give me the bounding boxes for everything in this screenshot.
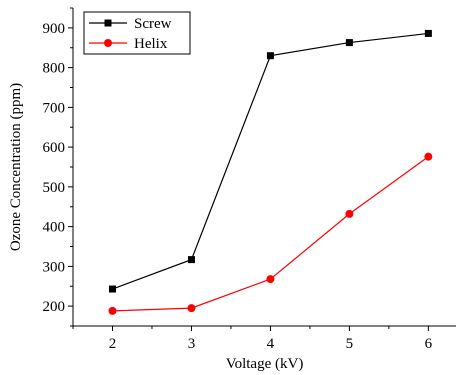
y-tick-label: 700 [43, 100, 66, 116]
data-point [424, 152, 433, 161]
y-tick-label: 500 [43, 180, 66, 196]
series-line [112, 32, 429, 290]
series-screw [108, 29, 432, 293]
legend-marker [104, 19, 112, 27]
x-axis-title: Voltage (kV) [226, 356, 304, 372]
y-tick-label: 400 [43, 220, 66, 236]
data-point [266, 275, 275, 284]
y-tick-label: 300 [43, 259, 66, 275]
legend-marker [104, 39, 112, 47]
data-point [424, 29, 432, 37]
legend-label: Helix [134, 36, 168, 52]
plot-axes: 2 3 4 5 6 200 300 400 500 600 700 800 900 [43, 7, 456, 352]
data-point [187, 304, 196, 313]
x-tick-label: 3 [188, 336, 196, 352]
y-axis-title: Ozone Concentration (ppm) [8, 83, 24, 251]
series-line [112, 156, 429, 312]
y-tick-label: 600 [43, 140, 66, 156]
legend-label: Screw [134, 16, 172, 32]
y-tick-label: 900 [43, 21, 66, 37]
data-point [108, 285, 116, 293]
legend-item-screw: Screw [89, 16, 172, 32]
data-point [187, 256, 195, 264]
y-tick-label: 800 [43, 61, 66, 77]
series-helix [108, 152, 433, 315]
data-point [345, 39, 353, 47]
x-tick-label: 5 [346, 336, 354, 352]
x-tick-label: 2 [109, 336, 117, 352]
data-point [345, 209, 354, 218]
data-point [108, 306, 117, 315]
legend: Screw Helix [83, 11, 191, 55]
legend-box [83, 11, 191, 55]
x-tick-label: 4 [267, 336, 275, 352]
series-layer [108, 29, 433, 315]
y-tick-label: 200 [43, 299, 66, 315]
x-tick-label: 6 [425, 336, 433, 352]
data-point [266, 52, 274, 60]
legend-item-helix: Helix [89, 36, 168, 52]
